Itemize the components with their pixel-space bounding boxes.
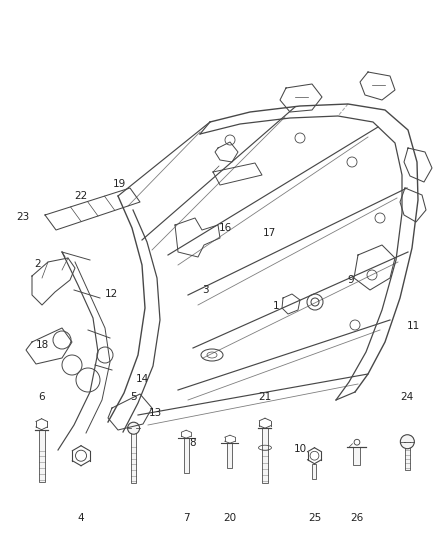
- Text: 22: 22: [74, 191, 88, 201]
- Text: 13: 13: [149, 408, 162, 418]
- Text: 12: 12: [105, 289, 118, 299]
- Bar: [184, 438, 189, 473]
- Text: 3: 3: [202, 286, 209, 295]
- Text: 1: 1: [272, 302, 279, 311]
- Text: 17: 17: [263, 229, 276, 238]
- Bar: [353, 447, 360, 465]
- Bar: [312, 464, 317, 479]
- Text: 23: 23: [16, 213, 29, 222]
- Bar: [131, 428, 136, 483]
- Text: 19: 19: [113, 179, 126, 189]
- Text: 10: 10: [293, 444, 307, 454]
- Text: 8: 8: [189, 439, 196, 448]
- Text: 7: 7: [183, 513, 190, 523]
- Text: 2: 2: [34, 259, 41, 269]
- Text: 20: 20: [223, 513, 237, 523]
- Text: 6: 6: [38, 392, 45, 402]
- Text: 11: 11: [407, 321, 420, 331]
- Text: 26: 26: [350, 513, 364, 523]
- Bar: [405, 442, 410, 470]
- Text: 21: 21: [258, 392, 272, 402]
- Circle shape: [400, 435, 414, 449]
- Circle shape: [127, 422, 140, 434]
- Text: 14: 14: [136, 375, 149, 384]
- Text: 16: 16: [219, 223, 232, 233]
- Bar: [227, 443, 233, 468]
- Text: 9: 9: [347, 275, 354, 285]
- Text: 24: 24: [401, 392, 414, 402]
- Text: 5: 5: [130, 392, 137, 402]
- Text: 25: 25: [308, 513, 321, 523]
- Text: 18: 18: [36, 341, 49, 350]
- Bar: [262, 428, 268, 483]
- Text: 4: 4: [78, 513, 85, 523]
- Bar: [39, 430, 45, 482]
